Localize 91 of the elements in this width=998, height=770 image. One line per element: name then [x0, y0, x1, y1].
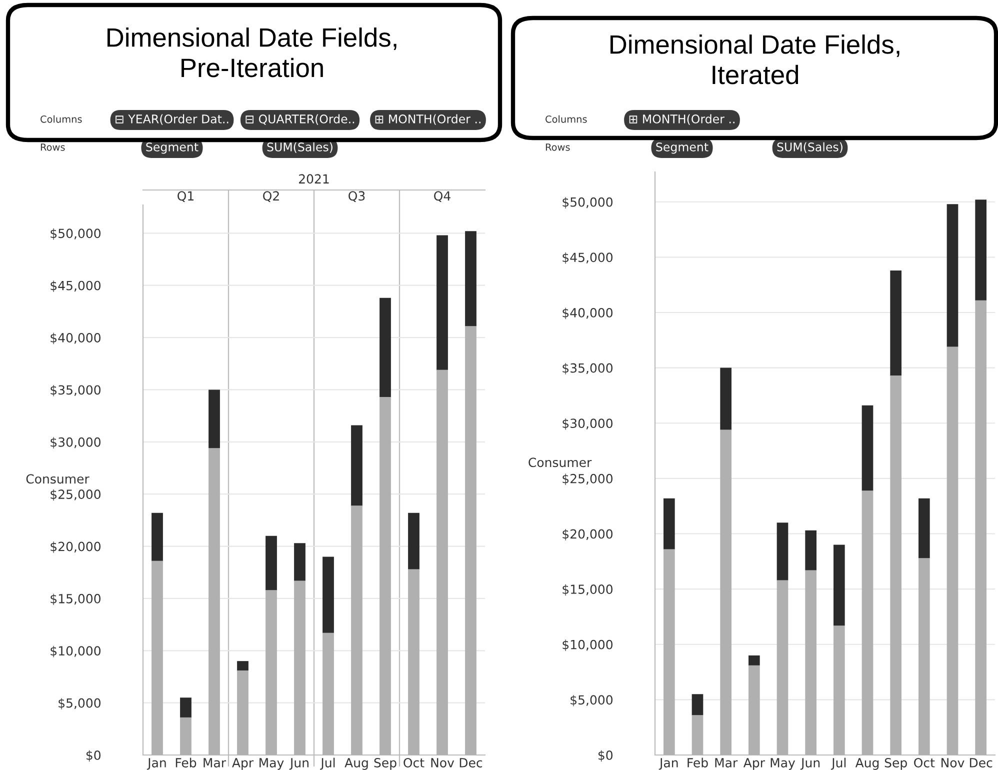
x-tick-label: Oct [914, 758, 935, 768]
x-tick-label: Sep [374, 758, 396, 770]
bar [465, 231, 476, 326]
text: Rows [546, 144, 570, 151]
bar [975, 200, 986, 300]
bar [294, 543, 306, 581]
bar [664, 498, 675, 550]
chart-title: Dimensional Date Fields, Iterated [610, 34, 900, 84]
text: ⊞ MONTH(Order .. [375, 114, 480, 125]
x-tick-label: Dec [460, 758, 482, 768]
x-tick-label: May [260, 758, 284, 770]
bar [946, 204, 958, 347]
y-tick-label: $0 [598, 750, 613, 762]
bar [436, 235, 448, 370]
x-tick-label: Jul [830, 758, 846, 770]
text: ⊞ MONTH(Order .. [629, 114, 734, 125]
x-tick-label: Jun [800, 758, 820, 770]
x-tick-label: Aug [855, 758, 879, 770]
chart-title: Dimensional Date Fields, Pre-Iteration [108, 28, 396, 78]
bar [862, 405, 874, 491]
bar [208, 390, 220, 448]
y-tick-label: $50,000 [562, 197, 613, 208]
y-tick-label: $10,000 [50, 646, 101, 658]
bar [266, 536, 277, 590]
y-tick-label: $20,000 [50, 542, 101, 553]
x-tick-label: Mar [204, 758, 226, 768]
y-tick-label: $35,000 [50, 384, 101, 396]
y-axis-title: Consumer [528, 458, 592, 468]
y-tick-label: $45,000 [562, 252, 613, 264]
text: ⊟ QUARTER(Orde.. [246, 114, 354, 125]
bar [152, 512, 163, 561]
text: Q2 [263, 191, 279, 202]
y-tick-label: $20,000 [562, 529, 613, 540]
text: Columns [40, 115, 82, 123]
x-tick-label: May [770, 758, 796, 770]
y-tick-label: $5,000 [58, 698, 101, 710]
bar [748, 655, 760, 666]
x-tick-label: Oct [404, 758, 424, 768]
bar [380, 298, 391, 398]
x-tick-label: Apr [232, 758, 254, 770]
x-tick-label: Feb [688, 758, 708, 768]
y-tick-label: $25,000 [50, 489, 101, 501]
y-tick-label: $15,000 [562, 584, 613, 596]
x-tick-label: Feb [176, 758, 196, 768]
y-tick-label: $35,000 [562, 363, 613, 374]
text: Columns [546, 115, 587, 123]
x-tick-label: Jul [320, 758, 335, 770]
bar [720, 368, 732, 430]
x-tick-label: Dec [970, 758, 992, 768]
text: Q3 [348, 191, 365, 202]
bar [692, 694, 704, 716]
y-tick-label: $40,000 [562, 308, 613, 320]
x-tick-label: Mar [715, 758, 738, 768]
x-tick-label: Jan [658, 758, 678, 770]
bar [180, 698, 192, 718]
x-tick-label: Jan [146, 758, 166, 770]
y-tick-label: $45,000 [50, 280, 101, 292]
bar [805, 530, 816, 570]
x-tick-label: Sep [884, 758, 907, 770]
y-tick-label: $10,000 [562, 640, 613, 651]
x-tick-label: Nov [942, 758, 964, 768]
y-tick-label: $5,000 [570, 694, 613, 706]
bar [322, 556, 334, 633]
bar [918, 498, 930, 558]
text: Segment [146, 142, 198, 154]
bar [834, 544, 845, 626]
y-tick-label: $0 [86, 750, 101, 762]
y-tick-label: $40,000 [50, 332, 101, 344]
text: Q1 [178, 191, 194, 202]
y-axis-title: Consumer [26, 474, 90, 484]
x-tick-label: Jun [289, 758, 308, 770]
y-tick-label: $30,000 [50, 437, 101, 448]
text: 2021 [299, 174, 329, 184]
bar [776, 522, 788, 580]
x-tick-label: Apr [743, 758, 765, 770]
bar [351, 425, 362, 506]
text: SUM(Sales) [777, 142, 842, 153]
text: Q4 [434, 191, 450, 202]
text: SUM(Sales) [267, 142, 332, 153]
x-tick-label: Aug [344, 758, 368, 770]
y-tick-label: $25,000 [562, 474, 613, 486]
text: ⊟ YEAR(Order Dat.. [116, 114, 228, 125]
text: Segment [656, 142, 708, 154]
y-tick-label: $15,000 [50, 594, 101, 606]
x-tick-label: Nov [431, 758, 454, 768]
y-tick-label: $50,000 [50, 228, 101, 240]
y-tick-label: $30,000 [562, 418, 613, 430]
bar [890, 270, 902, 376]
bar [237, 661, 248, 670]
text: Rows [40, 144, 65, 151]
bar [408, 512, 420, 570]
